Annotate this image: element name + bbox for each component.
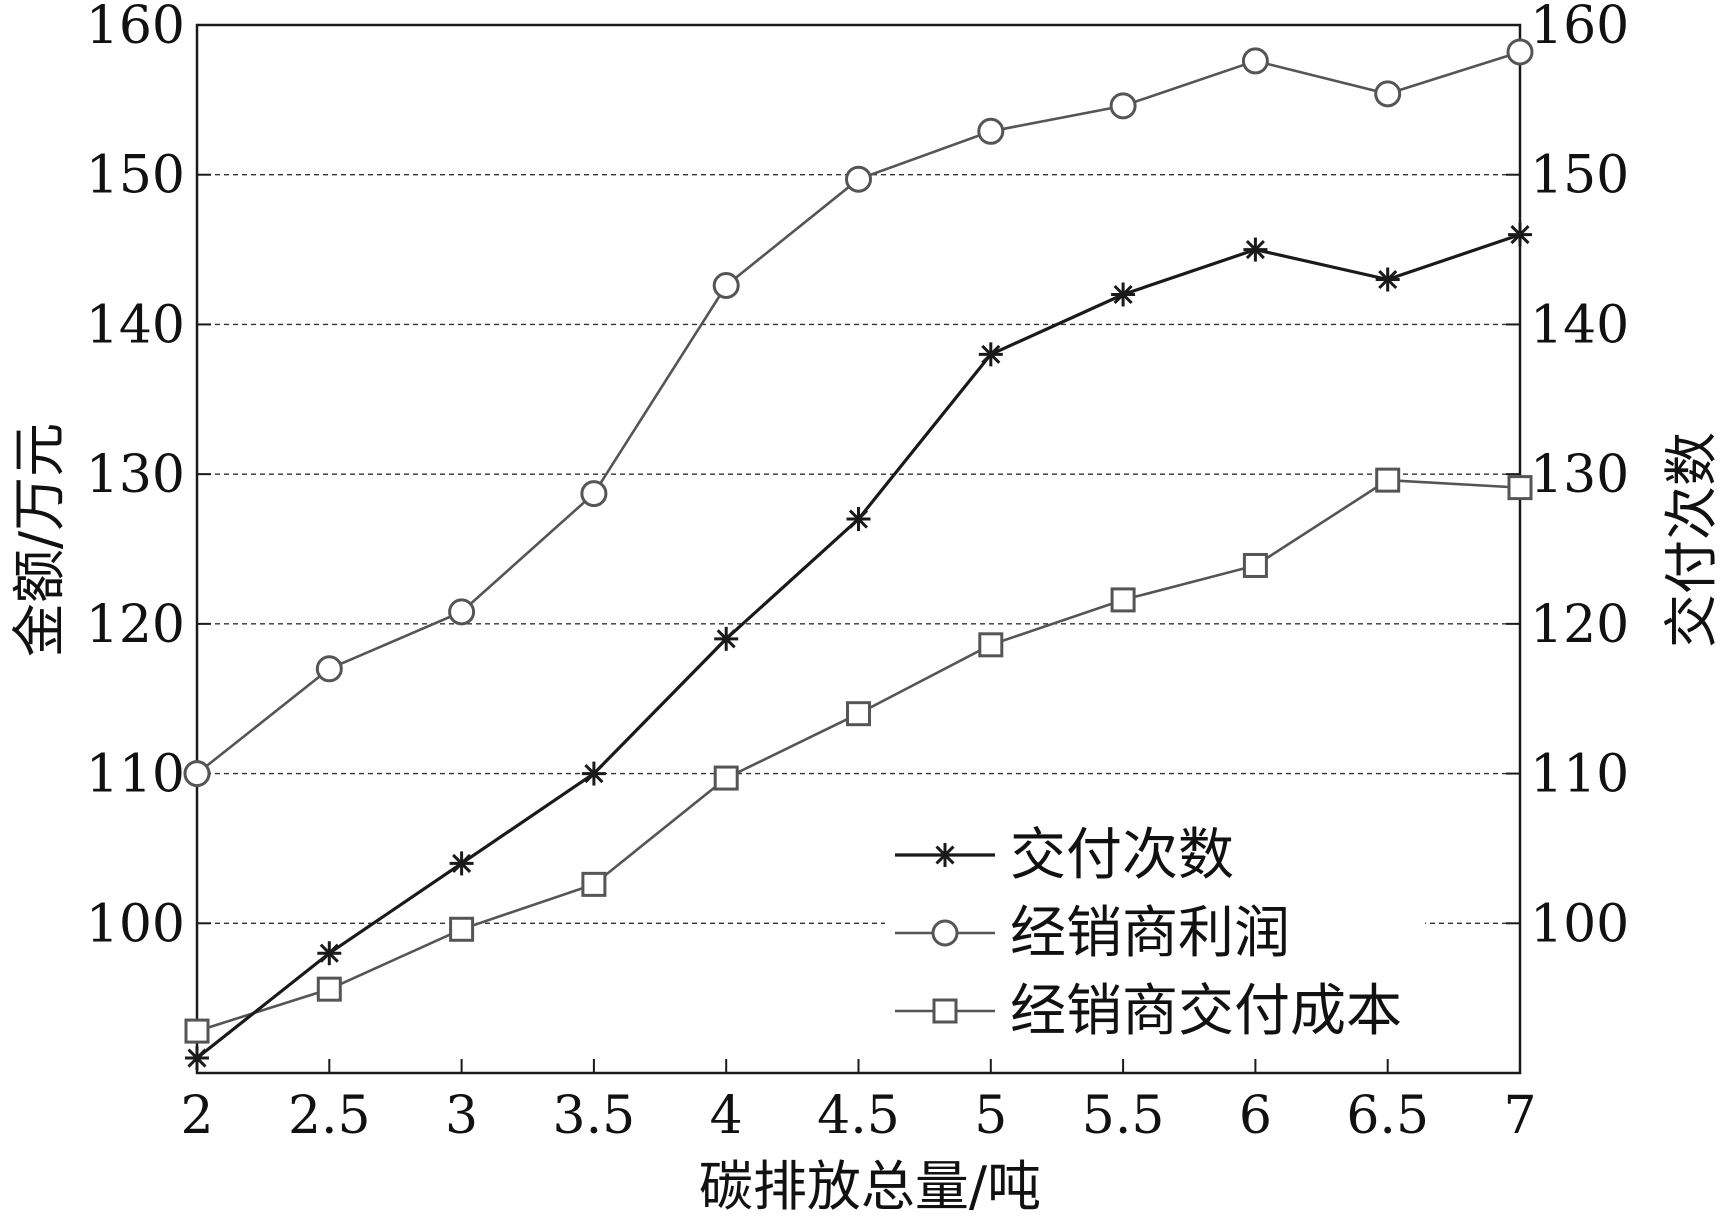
square-marker <box>1375 467 1401 493</box>
star-marker <box>581 761 606 786</box>
y-tick-label-right: 140 <box>1530 295 1629 355</box>
circle-marker <box>712 272 740 300</box>
star-marker <box>317 941 342 966</box>
y-tick-label-right: 120 <box>1530 595 1629 655</box>
square-marker <box>978 632 1004 658</box>
square-marker <box>316 976 342 1002</box>
square-marker <box>1110 587 1136 613</box>
star-marker <box>978 342 1003 367</box>
square-marker <box>1507 475 1533 501</box>
legend-item: 经销商交付成本 <box>895 979 1402 1044</box>
star-marker <box>1508 222 1532 247</box>
circle-marker <box>1109 92 1137 120</box>
y-tick-label-right: 130 <box>1530 445 1629 505</box>
y-tick-label-right: 150 <box>1530 146 1629 206</box>
circle-marker <box>580 480 608 508</box>
x-tick-label: 6 <box>1239 1086 1272 1146</box>
x-tick-label: 2.5 <box>288 1086 371 1146</box>
square-marker <box>449 916 475 942</box>
y-tick-label-left: 140 <box>86 295 185 355</box>
x-tick-label: 3.5 <box>553 1086 636 1146</box>
circle-marker <box>448 598 476 626</box>
square-marker <box>846 701 871 727</box>
square-marker <box>713 765 739 791</box>
x-tick-label: 3 <box>445 1086 478 1146</box>
series-2 <box>184 467 1533 1044</box>
y-tick-label-left: 130 <box>86 445 185 505</box>
circle-marker <box>1374 80 1402 108</box>
y-tick-label-left: 120 <box>86 595 185 655</box>
axis-ticks <box>196 24 1521 1073</box>
tick-labels: 100 110 120 130 140 150 160 100 110 120 130 140 150 1… <box>86 0 1630 1146</box>
legend-star-marker <box>933 843 957 867</box>
y-tick-label-left: 110 <box>86 745 185 805</box>
legend-item: 经销商利润 <box>895 901 1290 966</box>
square-marker <box>1242 552 1268 578</box>
legend-label: 经销商交付成本 <box>1010 979 1402 1044</box>
circle-marker <box>1506 38 1534 66</box>
circle-marker <box>977 117 1005 145</box>
y-axis-title-left: 金额/万元 <box>8 423 71 657</box>
y-tick-label-left: 150 <box>86 146 185 206</box>
circle-marker <box>845 165 872 193</box>
legend-label: 经销商利润 <box>1010 901 1290 966</box>
x-tick-label: 4.5 <box>817 1086 900 1146</box>
star-marker <box>1111 282 1136 307</box>
x-tick-label: 6.5 <box>1346 1086 1429 1146</box>
legend-square-marker <box>932 998 958 1024</box>
y-tick-label-right: 100 <box>1530 894 1629 954</box>
series-1 <box>183 38 1534 788</box>
star-marker <box>1375 267 1400 292</box>
x-tick-label: 7 <box>1503 1086 1536 1146</box>
series-layer <box>183 38 1534 1071</box>
x-tick-label: 5 <box>974 1086 1007 1146</box>
circle-marker <box>315 655 343 683</box>
y-axis-title-right: 交付次数 <box>1660 432 1723 648</box>
y-tick-label-right: 160 <box>1530 0 1629 56</box>
square-marker <box>184 1018 210 1044</box>
square-marker <box>581 871 607 897</box>
series-0 <box>185 222 1532 1071</box>
legend-item: 交付次数 <box>895 823 1234 888</box>
circle-marker <box>1241 47 1269 75</box>
legend-circle-marker <box>931 919 959 947</box>
y-tick-label-right: 110 <box>1530 745 1629 805</box>
legend-background <box>885 805 1425 1050</box>
star-marker <box>449 851 474 876</box>
star-marker <box>846 507 871 532</box>
y-tick-label-left: 100 <box>86 894 185 954</box>
x-tick-label: 4 <box>710 1086 743 1146</box>
star-marker <box>185 1046 209 1071</box>
y-tick-label-left: 160 <box>86 0 185 56</box>
circle-marker <box>183 760 211 788</box>
series-line <box>196 50 1521 775</box>
star-marker <box>1243 237 1268 262</box>
star-marker <box>714 626 739 651</box>
x-tick-label: 2 <box>180 1086 213 1146</box>
x-axis-title: 碳排放总量/吨 <box>699 1155 1041 1218</box>
x-tick-label: 5.5 <box>1082 1086 1165 1146</box>
legend-label: 交付次数 <box>1010 823 1234 888</box>
